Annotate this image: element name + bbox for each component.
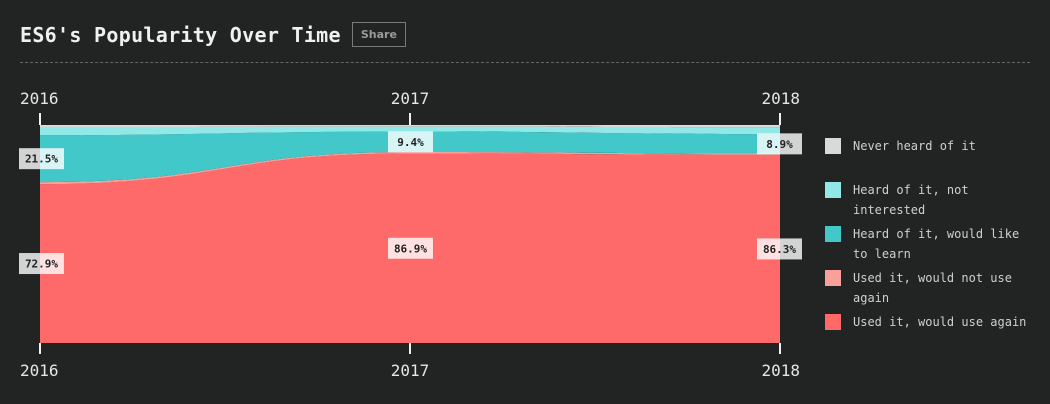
legend-item-used-it-would-not-use-again: Used it, would not use again — [825, 268, 1035, 308]
chart-header: ES6's Popularity Over Time Share — [20, 22, 406, 47]
legend-label: Never heard of it — [853, 139, 976, 153]
data-label-heard-of-it-would-like-to-learn-2016: 21.5% — [19, 148, 64, 170]
header-divider — [20, 62, 1030, 63]
area-heard-of-it-would-like-to-learn — [40, 131, 780, 183]
legend-label: Used it, would use again — [853, 315, 1027, 329]
data-label-heard-of-it-would-like-to-learn-2017: 9.4% — [388, 131, 433, 153]
legend-label: Heard of it, not interested — [853, 183, 969, 217]
stacked-area-chart: 2016 2016 2017 2017 2018 2018 72.9% 86.9% 86.3%… — [19, 89, 802, 380]
legend-item-heard-of-it-would-like-to-learn: Heard of it, would like to learn — [825, 224, 1035, 264]
data-label-used-it-would-use-again-2018: 86.3% — [757, 238, 802, 260]
svg-text:8.9%: 8.9% — [766, 138, 793, 151]
legend-item-never-heard-of-it: Never heard of it — [825, 136, 1035, 156]
chart-axes: 2016 2016 2017 2017 2018 2018 — [20, 89, 800, 380]
legend-swatch — [825, 182, 841, 198]
bottom-year-label-2017: 2017 — [391, 361, 430, 380]
top-year-label-2016: 2016 — [20, 89, 59, 108]
chart-areas — [40, 125, 780, 343]
legend-swatch — [825, 314, 841, 330]
top-year-label-2017: 2017 — [391, 89, 430, 108]
chart-data-labels: 72.9% 86.9% 86.3% 21.5% 9.4% 8.9% — [19, 131, 802, 275]
data-label-heard-of-it-would-like-to-learn-2018: 8.9% — [757, 133, 802, 155]
bottom-year-label-2018: 2018 — [761, 361, 800, 380]
svg-text:21.5%: 21.5% — [25, 153, 58, 166]
area-used-it-would-not-use-again — [40, 152, 780, 185]
area-never-heard-of-it — [40, 125, 780, 128]
svg-text:86.3%: 86.3% — [763, 243, 796, 256]
legend-swatch — [825, 138, 841, 154]
page-title: ES6's Popularity Over Time — [20, 22, 341, 47]
top-year-label-2018: 2018 — [761, 89, 800, 108]
bottom-year-label-2016: 2016 — [20, 361, 59, 380]
legend-item-used-it-would-use-again: Used it, would use again — [825, 312, 1035, 332]
legend-item-heard-of-it-not-interested: Heard of it, not interested — [825, 180, 1035, 220]
svg-text:86.9%: 86.9% — [394, 242, 427, 255]
svg-text:72.9%: 72.9% — [25, 258, 58, 271]
area-heard-of-it-not-interested — [40, 126, 780, 136]
data-label-used-it-would-use-again-2016: 72.9% — [19, 253, 64, 275]
data-label-used-it-would-use-again-2017: 86.9% — [388, 237, 433, 259]
legend-label: Used it, would not use again — [853, 271, 1012, 305]
svg-text:9.4%: 9.4% — [397, 136, 424, 149]
legend-swatch — [825, 226, 841, 242]
share-button[interactable]: Share — [351, 22, 406, 47]
legend-swatch — [825, 270, 841, 286]
legend-label: Heard of it, would like to learn — [853, 227, 1020, 261]
